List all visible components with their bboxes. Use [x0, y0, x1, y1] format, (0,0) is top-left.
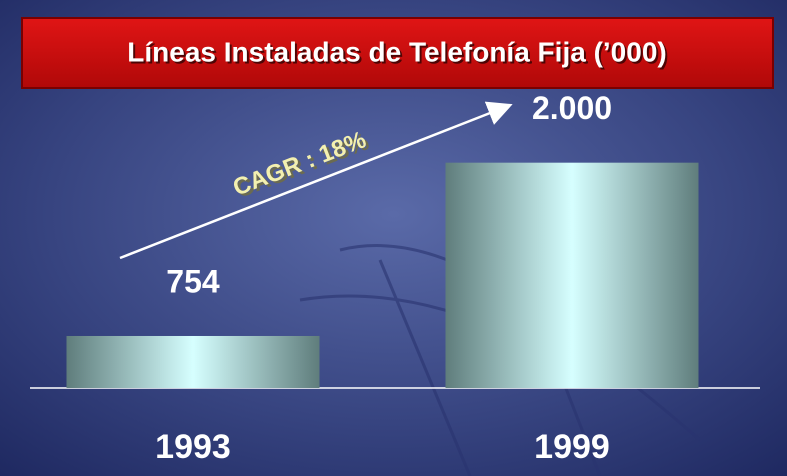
- x-tick-label: 1993: [155, 428, 231, 466]
- value-label: 754: [166, 263, 220, 299]
- bar: [445, 162, 699, 388]
- chart-title: Líneas Instaladas de Telefonía Fija (’00…: [127, 36, 666, 67]
- growth-arrow: [119, 101, 513, 260]
- title-box: [21, 17, 774, 89]
- chart-title-shadow: Líneas Instaladas de Telefonía Fija (’00…: [129, 38, 668, 69]
- x-tick-label: 1999: [534, 428, 610, 466]
- value-label: 2.000: [532, 90, 612, 126]
- bar: [66, 335, 320, 388]
